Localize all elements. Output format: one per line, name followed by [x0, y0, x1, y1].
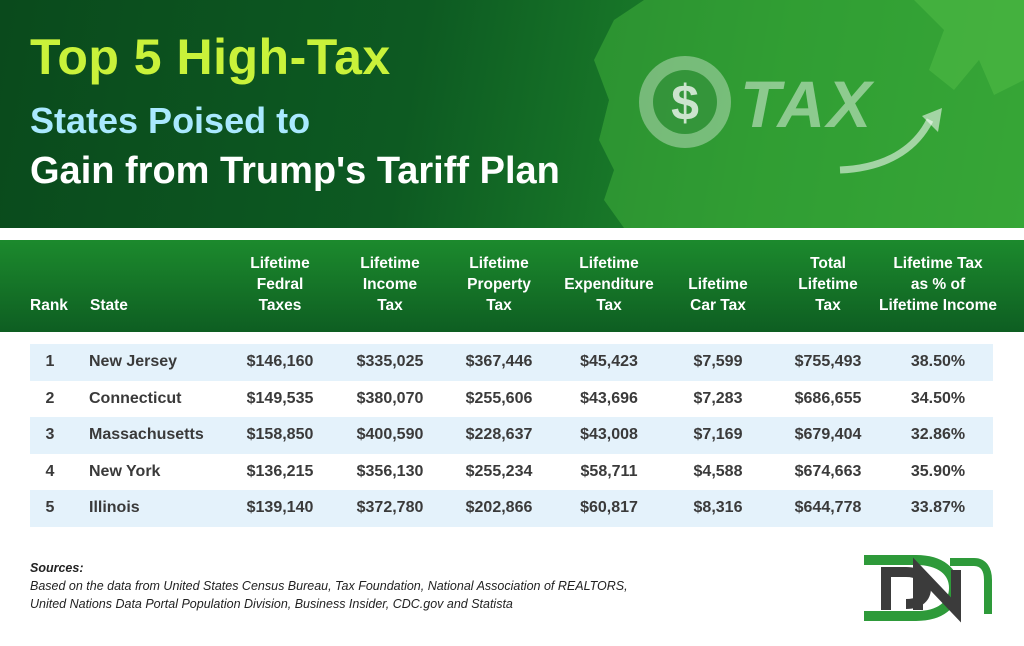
header-text-line: Taxes — [258, 297, 302, 314]
tax-percent-cell: 38.50% — [910, 353, 966, 370]
header-text-line: Tax — [486, 297, 512, 314]
tax-percent-cell: 33.87% — [910, 499, 966, 517]
header-text-line: as % of — [910, 276, 966, 293]
income-tax-cell: $400,590 — [356, 426, 424, 444]
col-state-header: State — [90, 295, 230, 316]
expenditure-tax-cell: $45,423 — [580, 353, 638, 370]
title-line-3: Gain from Trump's Tariff Plan — [30, 150, 560, 192]
federal-tax-cell: $149,535 — [246, 389, 314, 407]
state-cell: Illinois — [89, 499, 140, 517]
col-tax-percent-header: Lifetime Tax as % of Lifetime Income — [876, 253, 1000, 316]
tax-percent-cell: 32.86% — [910, 426, 966, 444]
header-text-line: Lifetime Income — [879, 297, 997, 314]
car-tax-cell: $7,283 — [693, 389, 743, 407]
property-tax-cell: $367,446 — [465, 353, 533, 370]
header-text-line: Tax — [377, 297, 403, 314]
header-text-line: Tax — [815, 297, 841, 314]
dollar-symbol: $ — [671, 75, 699, 131]
car-tax-cell: $8,316 — [693, 499, 743, 517]
total-tax-cell: $679,404 — [794, 426, 862, 444]
table-row: 1 New Jersey $146,160 $335,025 $367,446 $45,4… — [30, 344, 993, 381]
table-body: 1 New Jersey $146,160 $335,025 $367,446 $45,4… — [30, 344, 993, 527]
table-header: Rank State Lifetime Fedral Taxes Lifetime Inco… — [0, 240, 1024, 332]
us-map-silhouette — [594, 0, 1024, 228]
header-banner: $ TAX Top 5 High-Tax States Poised to Ga… — [0, 0, 1024, 228]
header-text-line: Car Tax — [690, 297, 746, 314]
growth-arrow-icon — [839, 118, 934, 174]
sources-line-1: Based on the data from United States Cen… — [30, 579, 628, 593]
tax-percent-cell: 34.50% — [910, 389, 966, 407]
header-text-line: State — [90, 297, 128, 314]
income-tax-cell: $380,070 — [356, 389, 424, 407]
col-property-tax-header: Lifetime Property Tax — [444, 253, 554, 316]
rank-cell: 2 — [45, 389, 55, 407]
car-tax-cell: $7,169 — [693, 426, 743, 444]
table-row: 3 Massachusetts $158,850 $400,590 $228,637 $4… — [30, 417, 993, 454]
income-tax-cell: $335,025 — [356, 353, 424, 370]
rank-cell: 5 — [45, 499, 55, 517]
header-text-line: Income — [362, 276, 418, 293]
car-tax-cell: $4,588 — [693, 462, 743, 480]
dn-logo — [864, 555, 992, 623]
property-tax-cell: $255,606 — [465, 389, 533, 407]
header-text-line: Lifetime — [798, 276, 858, 293]
rank-cell: 1 — [45, 353, 55, 370]
tax-graphic: $ TAX — [630, 50, 960, 180]
rank-cell: 3 — [45, 426, 55, 444]
header-text-line: Rank — [30, 297, 68, 314]
table-row: 5 Illinois $139,140 $372,780 $202,866 $60,817… — [30, 490, 993, 527]
property-tax-cell: $255,234 — [465, 462, 533, 480]
tax-percent-cell: 35.90% — [910, 462, 966, 480]
title-line-2: States Poised to — [30, 100, 311, 141]
state-cell: Massachusetts — [89, 426, 204, 444]
tax-word: TAX — [740, 67, 874, 141]
federal-tax-cell: $139,140 — [246, 499, 314, 517]
col-federal-tax-header: Lifetime Fedral Taxes — [225, 253, 335, 316]
header-text-line: Lifetime Tax — [893, 255, 983, 272]
total-tax-cell: $644,778 — [794, 499, 862, 517]
federal-tax-cell: $136,215 — [246, 462, 314, 480]
title-line-1: Top 5 High-Tax — [30, 29, 391, 85]
col-rank-header: Rank — [30, 295, 90, 316]
expenditure-tax-cell: $43,696 — [580, 389, 638, 407]
sources-label: Sources: — [30, 561, 84, 575]
federal-tax-cell: $146,160 — [246, 353, 314, 370]
sources-line-2: United Nations Data Portal Population Di… — [30, 597, 513, 611]
header-text-line: Property — [467, 276, 531, 293]
total-tax-cell: $755,493 — [794, 353, 862, 370]
col-expenditure-tax-header: Lifetime Expenditure Tax — [554, 253, 664, 316]
state-cell: New Jersey — [89, 353, 178, 370]
col-car-tax-header: Lifetime Car Tax — [663, 274, 773, 316]
col-income-tax-header: Lifetime Income Tax — [335, 253, 445, 316]
property-tax-cell: $202,866 — [465, 499, 533, 517]
income-tax-cell: $356,130 — [356, 462, 424, 480]
property-tax-cell: $228,637 — [465, 426, 533, 444]
expenditure-tax-cell: $60,817 — [580, 499, 638, 517]
table-row: 2 Connecticut $149,535 $380,070 $255,606 $43,… — [30, 381, 993, 418]
dollar-gear-icon: $ — [639, 56, 731, 148]
col-total-tax-header: Total Lifetime Tax — [773, 253, 883, 316]
rank-cell: 4 — [45, 462, 55, 480]
table-row: 4 New York $136,215 $356,130 $255,234 $58,711… — [30, 454, 993, 491]
header-text-line: Lifetime — [250, 255, 310, 272]
expenditure-tax-cell: $58,711 — [580, 462, 638, 480]
total-tax-cell: $686,655 — [794, 389, 862, 407]
header-text-line: Expenditure — [564, 276, 654, 293]
header-text-line: Lifetime — [360, 255, 420, 272]
header-text-line: Total — [810, 255, 846, 272]
header-text-line: Lifetime — [688, 276, 748, 293]
income-tax-cell: $372,780 — [356, 499, 424, 517]
header-text-line: Fedral — [256, 276, 304, 293]
header-text-line: Lifetime — [579, 255, 639, 272]
header-text-line: Tax — [596, 297, 622, 314]
header-text-line: Lifetime — [469, 255, 529, 272]
expenditure-tax-cell: $43,008 — [580, 426, 638, 444]
state-cell: Connecticut — [89, 389, 182, 407]
total-tax-cell: $674,663 — [794, 462, 862, 480]
state-cell: New York — [89, 462, 161, 480]
federal-tax-cell: $158,850 — [246, 426, 314, 444]
car-tax-cell: $7,599 — [693, 353, 743, 370]
